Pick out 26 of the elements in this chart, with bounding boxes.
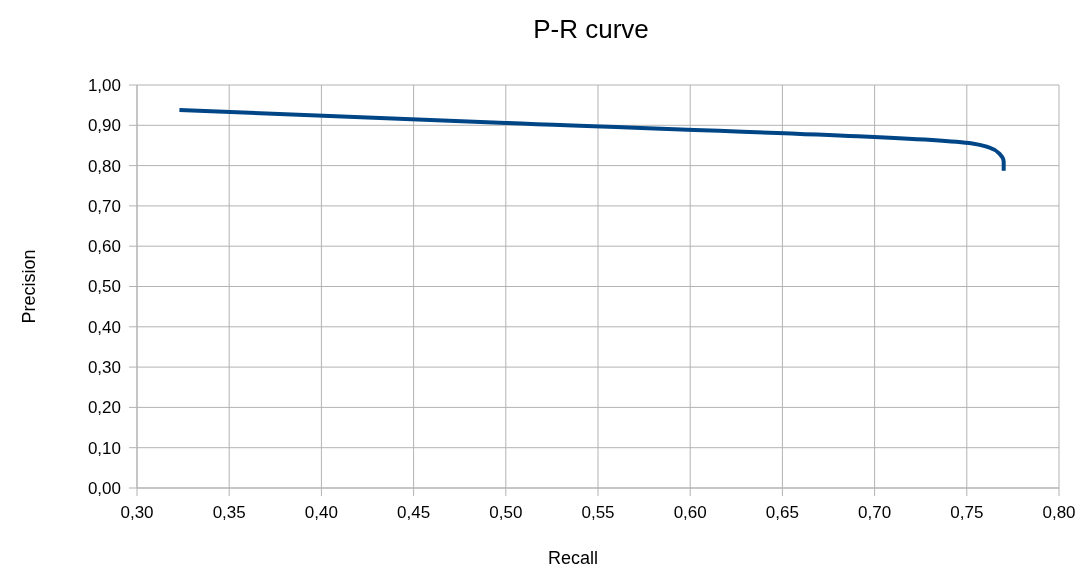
x-tick-label: 0,75 xyxy=(950,503,984,522)
x-tick-label: 0,45 xyxy=(397,503,431,522)
y-tick-label: 0,30 xyxy=(87,358,121,378)
chart-title: P-R curve xyxy=(533,14,649,44)
line-series xyxy=(177,107,1006,173)
x-tick-label: 0,55 xyxy=(581,503,615,522)
y-tick-label: 1,00 xyxy=(87,75,121,95)
x-tick-label: 0,80 xyxy=(1042,503,1076,522)
y-tick-label: 0,50 xyxy=(87,277,121,297)
y-tick-label: 0,90 xyxy=(87,116,121,136)
x-tick-label: 0,70 xyxy=(858,503,892,522)
x-tick-label: 0,65 xyxy=(765,503,799,522)
y-tick-label: 0,20 xyxy=(87,398,121,418)
y-axis-title: Precision xyxy=(19,249,39,324)
y-tick-label: 0,70 xyxy=(87,196,121,216)
y-tick-label: 0,80 xyxy=(87,156,121,176)
y-tick-label: 0,10 xyxy=(87,438,121,458)
y-tick-label: 0,60 xyxy=(87,237,121,257)
x-axis-title: Recall xyxy=(547,548,599,568)
x-tick-label: 0,35 xyxy=(212,503,246,522)
x-tick-label: 0,60 xyxy=(673,503,707,522)
x-tick-label: 0,40 xyxy=(304,503,338,522)
x-tick-label: 0,50 xyxy=(489,503,523,522)
x-tick-label: 0,30 xyxy=(120,503,154,522)
y-tick-label: 0,40 xyxy=(87,317,121,337)
y-tick-label: 0,00 xyxy=(87,478,121,498)
